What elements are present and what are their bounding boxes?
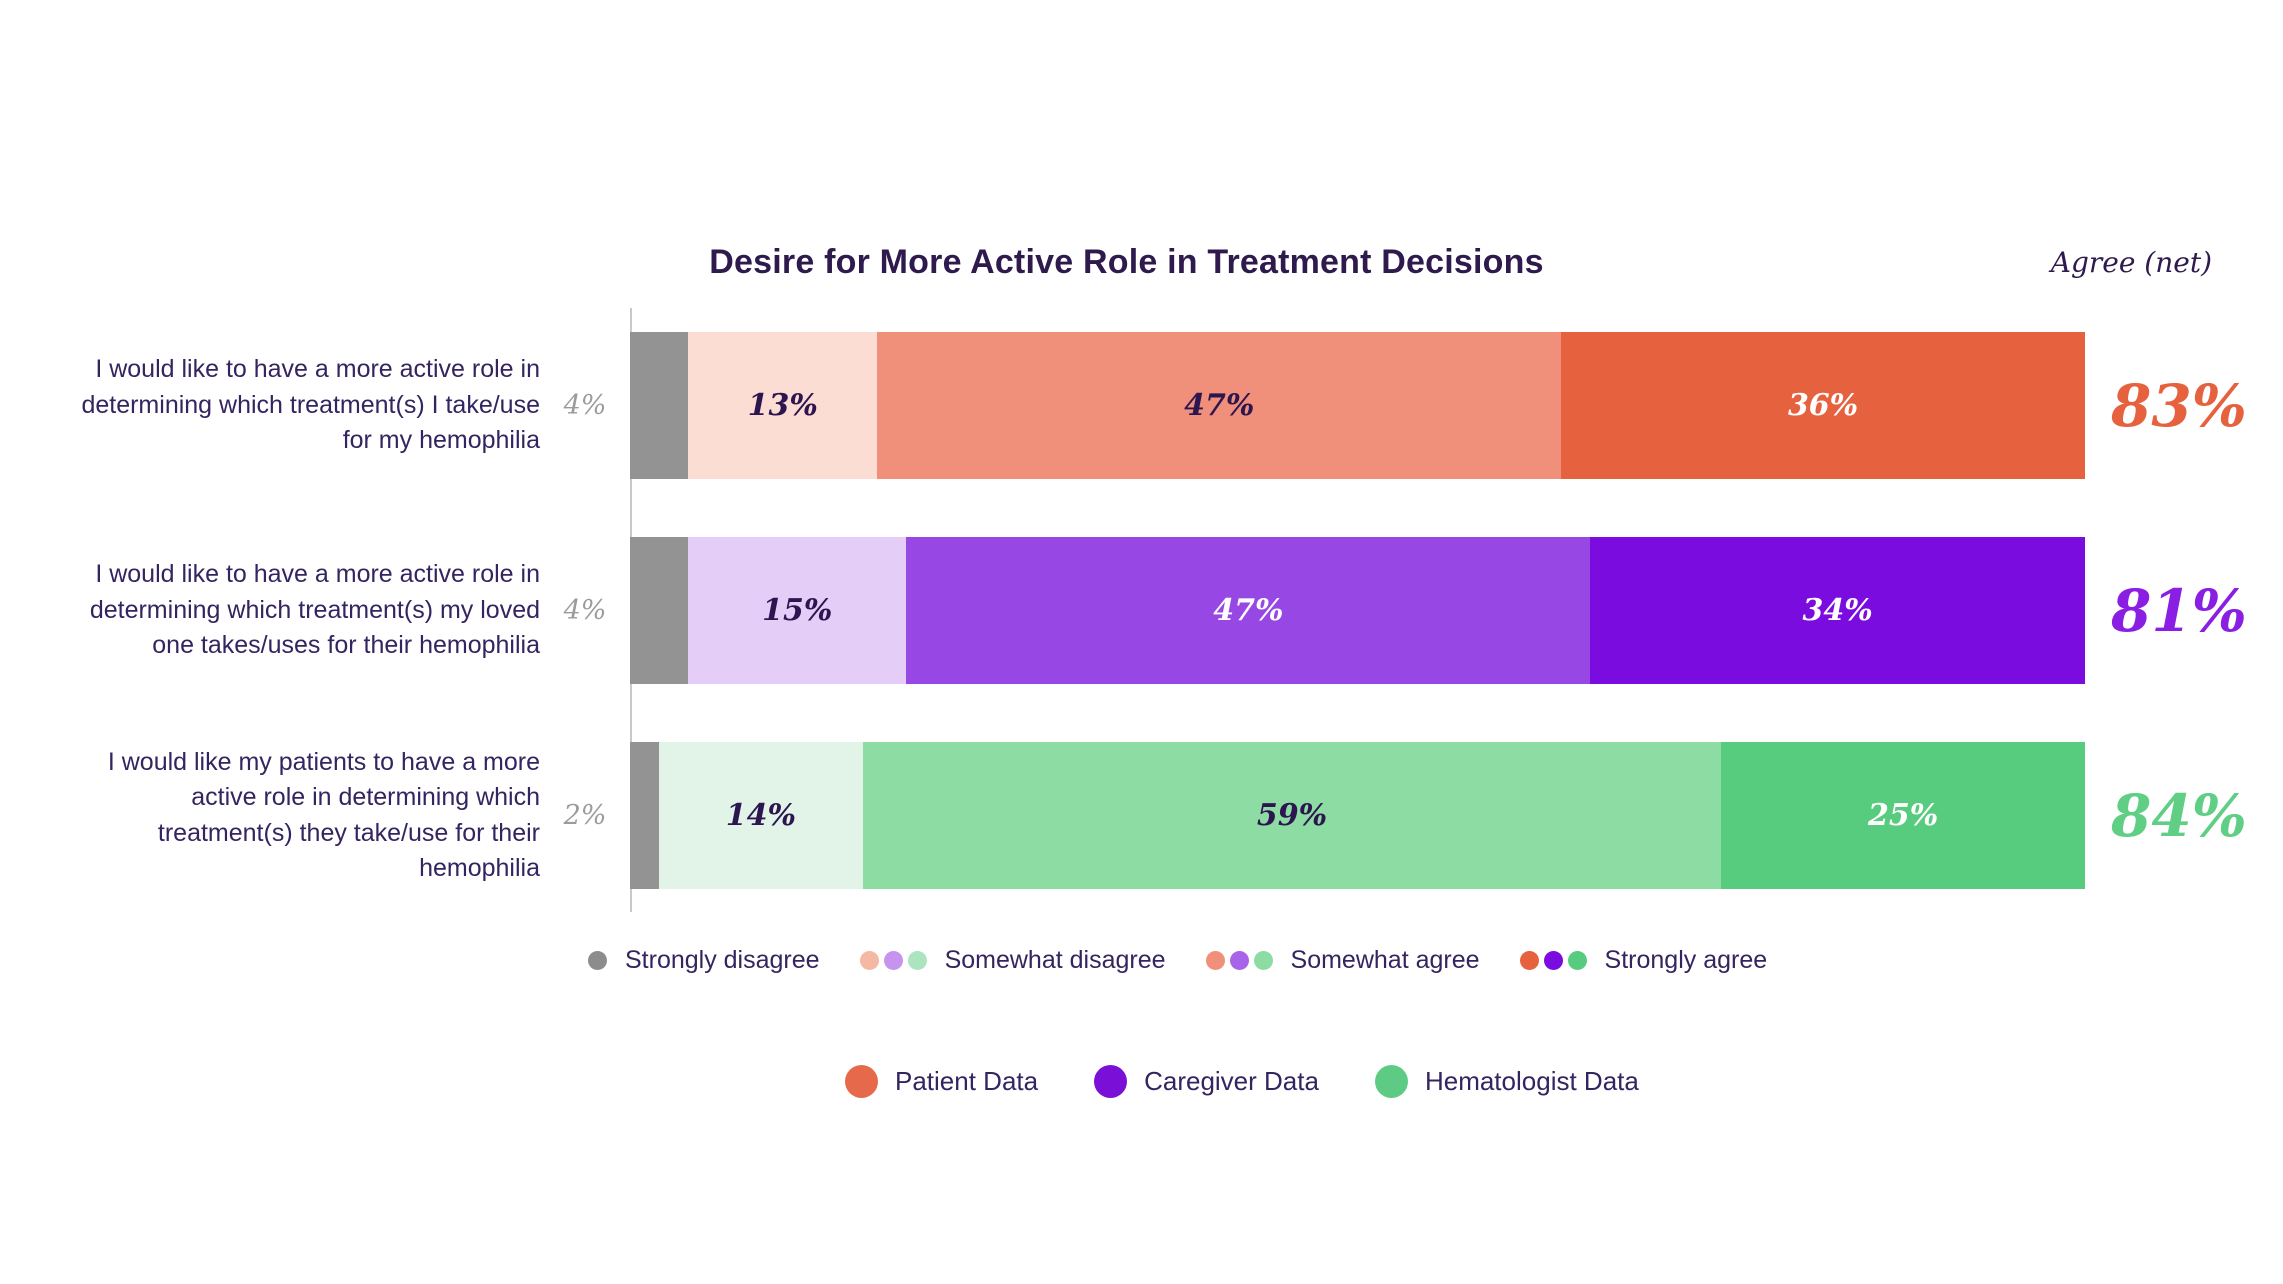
bar-rows: I would like to have a more active role … — [0, 332, 2283, 947]
legend-dot-icon — [1094, 1065, 1128, 1098]
row-statement: I would like to have a more active role … — [89, 560, 540, 660]
strongly-disagree-value: 2% — [563, 800, 607, 831]
group-legend: Patient Data Caregiver Data Hematologist D… — [845, 1065, 1639, 1098]
scale-legend-label: Strongly disagree — [625, 946, 820, 974]
legend-dot-icon — [845, 1065, 878, 1098]
segment-value-label: 47% — [1184, 388, 1255, 423]
group-legend-item: Hematologist Data — [1374, 1065, 1639, 1098]
bar-segment-somewhat-disagree: 13% — [688, 332, 878, 479]
row-statement: I would like to have a more active role … — [81, 355, 540, 455]
stacked-bar: 15% 47% 34% — [630, 537, 2085, 684]
scale-legend: Strongly disagree Somewhat disagree Somewh… — [588, 946, 1767, 975]
legend-dot-icon — [1229, 951, 1249, 970]
legend-dots — [1519, 951, 1592, 970]
legend-dots — [588, 951, 612, 970]
group-legend-item: Caregiver Data — [1094, 1065, 1319, 1098]
chart-row: I would like to have a more active role … — [0, 537, 2283, 684]
bar-segment-somewhat-agree: 47% — [906, 537, 1591, 684]
segment-value-label: 47% — [1213, 593, 1284, 628]
bar-segment-somewhat-agree: 47% — [877, 332, 1562, 479]
stacked-bar: 14% 59% 25% — [630, 742, 2085, 889]
bar-segment-strongly-disagree — [630, 537, 689, 684]
scale-legend-item: Strongly disagree — [588, 946, 820, 975]
chart-row: I would like my patients to have a more … — [0, 742, 2283, 889]
scale-legend-label: Strongly agree — [1604, 946, 1768, 974]
bar-segment-somewhat-disagree: 15% — [688, 537, 907, 684]
agree-net-value: 83% — [2111, 371, 2247, 440]
bar-segment-somewhat-agree: 59% — [862, 742, 1722, 889]
segment-value-label: 34% — [1802, 593, 1873, 628]
legend-dots — [859, 951, 932, 970]
bar-segment-strongly-agree: 34% — [1590, 537, 2085, 684]
legend-dot-icon — [1519, 951, 1539, 970]
bar-segment-strongly-disagree — [630, 332, 689, 479]
segment-value-label: 15% — [762, 593, 833, 628]
legend-dot-icon — [1205, 951, 1225, 970]
strongly-disagree-value: 4% — [563, 390, 607, 421]
segment-value-label: 13% — [747, 388, 818, 423]
legend-dot-icon — [1543, 951, 1563, 970]
agree-net-value: 81% — [2111, 576, 2247, 645]
group-legend-label: Caregiver Data — [1144, 1066, 1319, 1096]
agree-net-value: 84% — [2111, 781, 2247, 850]
agree-net-column-header: Agree (net) — [2050, 246, 2212, 279]
legend-dot-icon — [1567, 951, 1587, 970]
chart-row: I would like to have a more active role … — [0, 332, 2283, 479]
scale-legend-label: Somewhat disagree — [944, 946, 1166, 974]
bar-segment-somewhat-disagree: 14% — [659, 742, 863, 889]
legend-dot-icon — [883, 951, 903, 970]
legend-dot-icon — [1253, 951, 1273, 970]
strongly-disagree-value: 4% — [563, 595, 607, 626]
segment-value-label: 14% — [725, 798, 797, 833]
scale-legend-item: Somewhat agree — [1205, 946, 1480, 975]
bar-segment-strongly-agree: 36% — [1561, 332, 2085, 479]
scale-legend-label: Somewhat agree — [1290, 946, 1480, 974]
chart-title: Desire for More Active Role in Treatment… — [709, 243, 1544, 281]
bar-segment-strongly-disagree — [630, 742, 660, 889]
legend-dot-icon — [588, 951, 607, 970]
segment-value-label: 36% — [1787, 388, 1859, 423]
row-statement: I would like my patients to have a more … — [107, 747, 540, 883]
group-legend-label: Patient Data — [895, 1066, 1039, 1096]
segment-value-label: 59% — [1256, 798, 1328, 833]
group-legend-label: Hematologist Data — [1424, 1066, 1639, 1096]
scale-legend-item: Somewhat disagree — [859, 946, 1166, 975]
segment-value-label: 25% — [1867, 798, 1939, 833]
scale-legend-item: Strongly agree — [1519, 946, 1768, 975]
stacked-bar: 13% 47% 36% — [630, 332, 2085, 479]
group-legend-item: Patient Data — [845, 1065, 1038, 1098]
legend-dot-icon — [859, 951, 879, 970]
legend-dot-icon — [1374, 1065, 1408, 1098]
legend-dot-icon — [907, 951, 927, 970]
bar-segment-strongly-agree: 25% — [1721, 742, 2085, 889]
legend-dots — [1205, 951, 1278, 970]
